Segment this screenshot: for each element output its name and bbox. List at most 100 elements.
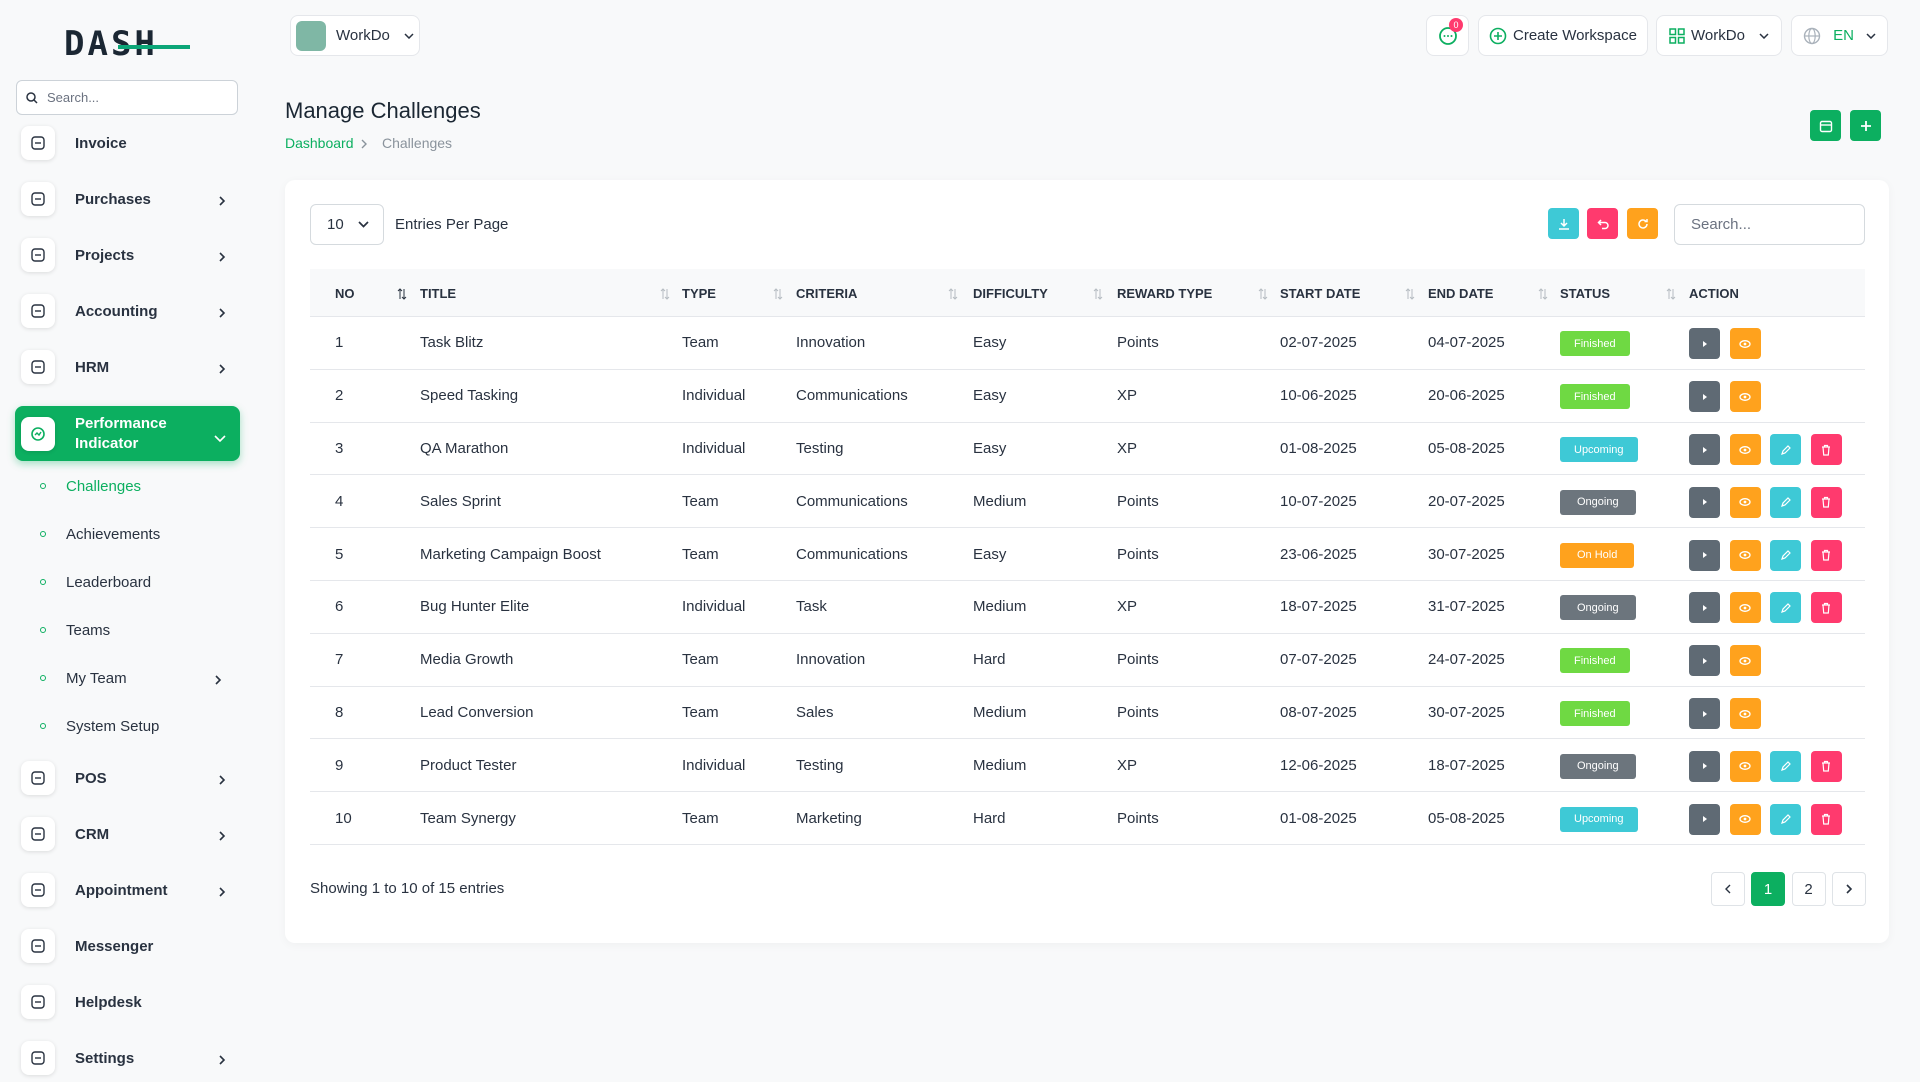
edit-button[interactable] (1770, 539, 1801, 571)
workspace-switch[interactable]: WorkDo (290, 15, 420, 56)
view-button[interactable] (1729, 539, 1761, 571)
nav-item[interactable]: Projects (15, 231, 240, 279)
export-button[interactable] (1810, 110, 1841, 141)
nav-item[interactable]: CRM (15, 810, 240, 858)
column-header[interactable]: NO (335, 286, 355, 301)
table-cell: Marketing Campaign Boost (420, 545, 601, 563)
add-button[interactable] (1850, 110, 1881, 141)
view-button[interactable] (1729, 434, 1761, 465)
view-button[interactable] (1729, 486, 1761, 518)
messages-button[interactable] (1426, 15, 1469, 56)
page-size-select[interactable]: 10 (310, 204, 384, 245)
nav-item[interactable]: Messenger (15, 922, 240, 970)
nav-label: POS (75, 769, 107, 787)
run-button[interactable] (1689, 698, 1720, 729)
delete-button[interactable] (1810, 434, 1842, 465)
edit-button[interactable] (1770, 486, 1801, 518)
view-button[interactable] (1729, 698, 1761, 729)
table-cell: Hard (973, 651, 1006, 669)
edit-button[interactable] (1770, 803, 1801, 835)
delete-button[interactable] (1810, 803, 1842, 835)
view-button[interactable] (1729, 328, 1761, 360)
table-cell: Lead Conversion (420, 704, 534, 721)
language-menu[interactable]: EN (1791, 15, 1888, 56)
chevron-wrap (218, 1053, 226, 1070)
view-button[interactable] (1729, 381, 1761, 413)
column-header[interactable]: TYPE (682, 286, 716, 301)
sub-nav-item[interactable]: My Team (40, 658, 240, 698)
table-cell: Speed Tasking (420, 387, 519, 405)
run-button[interactable] (1689, 328, 1720, 360)
user-menu[interactable]: WorkDo (1656, 15, 1782, 56)
view-button[interactable] (1729, 803, 1761, 835)
sub-nav-item[interactable]: System Setup (40, 706, 240, 746)
status-badge: Ongoing (1560, 753, 1636, 779)
chevron-wrap (218, 885, 226, 902)
table-cell: Sales (796, 704, 834, 721)
edit-button[interactable] (1770, 434, 1801, 465)
download-button[interactable] (1548, 208, 1579, 239)
next-page[interactable] (1832, 872, 1866, 906)
page-button[interactable]: 1 (1751, 872, 1785, 906)
sub-nav-item[interactable]: Challenges (40, 466, 240, 506)
run-button[interactable] (1689, 803, 1720, 835)
bullet (40, 675, 46, 681)
nav-item[interactable]: Settings (15, 1034, 240, 1082)
page-button[interactable]: 2 (1791, 872, 1826, 906)
table-summary: Showing 1 to 10 of 15 entries (310, 880, 505, 897)
reload-button[interactable] (1627, 208, 1658, 239)
run-button[interactable] (1689, 486, 1720, 518)
breadcrumb-link[interactable]: Dashboard (285, 135, 354, 151)
column-header[interactable]: END DATE (1428, 286, 1494, 301)
chevron-wrap (214, 673, 222, 690)
run-button[interactable] (1689, 592, 1720, 624)
sub-nav-item[interactable]: Leaderboard (40, 562, 240, 602)
view-button[interactable] (1729, 645, 1761, 677)
sidebar-search[interactable]: Search... (16, 80, 238, 115)
sub-nav-item[interactable]: Achievements (40, 514, 240, 554)
edit-button[interactable] (1770, 750, 1801, 782)
chevron (215, 675, 222, 685)
run-button[interactable] (1689, 645, 1720, 677)
nav-item[interactable]: Appointment (15, 866, 240, 914)
view-button[interactable] (1729, 592, 1761, 624)
delete-button[interactable] (1810, 539, 1842, 571)
plus-icon (1860, 120, 1871, 131)
run-button[interactable] (1689, 539, 1720, 571)
logo: DASH (64, 24, 158, 64)
menu-icon (31, 1051, 45, 1065)
menu-icon (31, 883, 45, 897)
edit-button[interactable] (1770, 592, 1801, 624)
column-header[interactable]: START DATE (1280, 286, 1361, 301)
delete-button[interactable] (1810, 486, 1842, 518)
run-button[interactable] (1689, 381, 1720, 413)
page-size-label: Entries Per Page (395, 216, 509, 233)
column-header[interactable]: DIFFICULTY (973, 286, 1048, 301)
table-cell: 18-07-2025 (1428, 756, 1505, 774)
nav-item[interactable]: Helpdesk (15, 978, 240, 1026)
create-workspace-button[interactable]: Create Workspace (1478, 15, 1648, 56)
prev-page[interactable] (1711, 872, 1745, 906)
delete-button[interactable] (1810, 592, 1842, 624)
reset-button[interactable] (1587, 208, 1618, 239)
table-row (310, 423, 1865, 476)
delete-button[interactable] (1810, 750, 1842, 782)
run-button[interactable] (1689, 434, 1720, 465)
nav-item[interactable]: Accounting (15, 287, 240, 335)
run-button[interactable] (1689, 750, 1720, 782)
sort-icon (1405, 287, 1415, 305)
table-search[interactable]: Search... (1674, 204, 1865, 245)
nav-item-active[interactable]: Performance Indicator (15, 406, 240, 461)
nav-item[interactable]: Invoice (15, 119, 240, 167)
nav-item[interactable]: Purchases (15, 175, 240, 223)
view-button[interactable] (1729, 750, 1761, 782)
table-cell: 20-06-2025 (1428, 387, 1505, 405)
nav-item[interactable]: HRM (15, 343, 240, 391)
nav-item[interactable]: POS (15, 754, 240, 802)
column-header[interactable]: CRITERIA (796, 286, 858, 301)
column-header[interactable]: REWARD TYPE (1117, 286, 1213, 301)
column-header[interactable]: STATUS (1560, 286, 1611, 301)
table-cell: Marketing (796, 809, 862, 827)
column-header[interactable]: TITLE (420, 286, 457, 301)
sub-nav-item[interactable]: Teams (40, 610, 240, 650)
